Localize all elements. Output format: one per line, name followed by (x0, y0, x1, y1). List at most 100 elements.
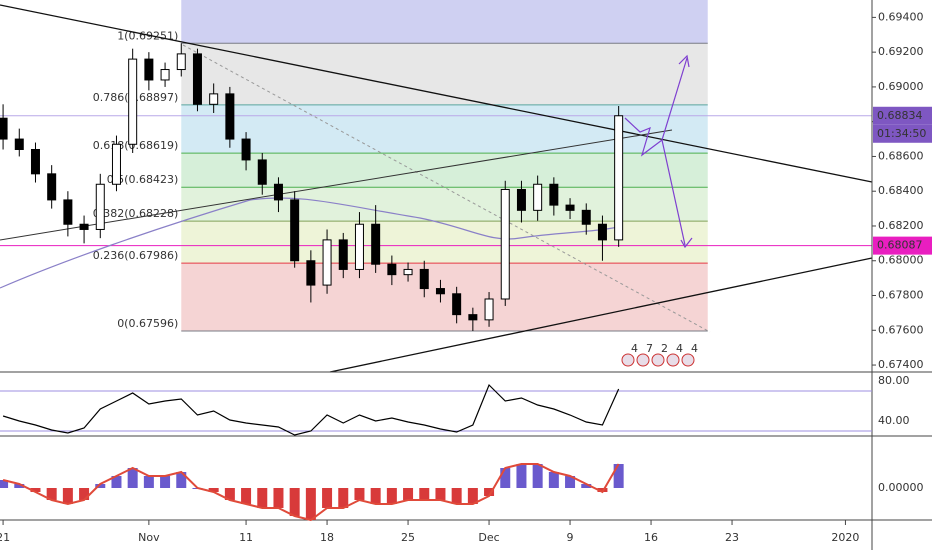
x-tick-label: Dec (478, 531, 499, 544)
osc-bar (338, 488, 349, 508)
y-tick-label: 0.67400 (878, 358, 924, 371)
fib-diagonal (182, 44, 711, 333)
osc-bar (322, 488, 333, 508)
x-tick-label: 21 (0, 531, 10, 544)
candle-body (111, 143, 121, 185)
rsi-tick-label: 40.00 (878, 414, 910, 427)
osc-bar (500, 468, 511, 488)
candle-body (403, 268, 413, 276)
candle-body (63, 199, 73, 225)
osc-bar (403, 488, 414, 500)
y-tick-label: 0.67600 (878, 323, 924, 336)
osc-line (2, 463, 620, 522)
osc-bar (14, 484, 25, 488)
osc-bar (127, 468, 138, 488)
fib-band (181, 187, 708, 222)
event-icon (621, 353, 635, 367)
osc-bar (532, 464, 543, 488)
osc-bar (46, 488, 57, 500)
candle-body (387, 263, 397, 276)
candle-body (144, 58, 154, 81)
candle-body (354, 223, 364, 270)
event-count: 4 (676, 342, 683, 355)
osc-bar (467, 488, 478, 504)
fib-band (181, 221, 708, 264)
candle-body (290, 199, 300, 262)
candle-body (597, 223, 607, 241)
candle-body (371, 223, 381, 265)
last-price-label: 0.68834 (877, 109, 923, 122)
candle-body (614, 115, 624, 241)
osc-bar (435, 488, 446, 500)
candle-body (0, 117, 8, 140)
y-tick-label: 0.68600 (878, 149, 924, 162)
y-tick-label: 0.67800 (878, 289, 924, 302)
event-count: 4 (631, 342, 638, 355)
x-tick-label: 9 (567, 531, 574, 544)
candle-body (30, 148, 40, 175)
candle-body (241, 138, 251, 161)
osc-bar (451, 488, 462, 504)
y-tick-label: 0.68400 (878, 184, 924, 197)
x-tick-label: 2020 (831, 531, 859, 544)
event-count: 2 (661, 342, 668, 355)
y-tick-label: 0.69400 (878, 10, 924, 23)
osc-bar (111, 476, 122, 488)
osc-bar (597, 488, 608, 492)
rsi-tick-label: 80.00 (878, 374, 910, 387)
fib-band (181, 263, 708, 331)
osc-bar (484, 488, 495, 496)
trendline (329, 257, 873, 373)
candle-body (338, 239, 348, 270)
candle-body (468, 314, 478, 321)
osc-bar (0, 480, 9, 488)
event-icon (636, 353, 650, 367)
osc-bar (386, 488, 397, 504)
trendline (0, 129, 673, 241)
osc-bar (241, 488, 252, 504)
x-tick-label: 18 (320, 531, 334, 544)
projection-arrows (624, 54, 693, 249)
fib-band (181, 104, 708, 154)
osc-bar (289, 488, 300, 516)
event-icon (651, 353, 665, 367)
candle-body (273, 183, 283, 201)
osc-bar (548, 472, 559, 488)
candle-body (500, 188, 510, 300)
countdown: 01:34:50 (877, 127, 926, 140)
alert-label: 0.68087 (877, 239, 923, 252)
event-icon (681, 353, 695, 367)
candle-body (306, 260, 316, 286)
osc-bar (224, 488, 235, 500)
candle-body (79, 223, 89, 230)
last-price-box (873, 106, 932, 125)
osc-bar (613, 464, 624, 488)
candle-body (192, 53, 202, 105)
alert-box (873, 236, 932, 255)
osc-bar (305, 488, 316, 520)
fib-band (181, 0, 708, 44)
candle-body (160, 69, 170, 81)
candle-body (176, 53, 186, 71)
candle-body (565, 204, 575, 211)
osc-bar (257, 488, 268, 508)
candle-body (47, 173, 57, 201)
candle-body (549, 183, 559, 206)
candle-body (452, 293, 462, 316)
y-tick-label: 0.68200 (878, 219, 924, 232)
candle-body (533, 183, 543, 211)
candle-body (257, 159, 267, 185)
osc-bar (581, 484, 592, 488)
candle-body (14, 138, 24, 150)
x-tick-label: 11 (239, 531, 253, 544)
candle-body (581, 209, 591, 225)
candle-body (322, 239, 332, 286)
y-tick-label: 0.69200 (878, 45, 924, 58)
trendline (0, 4, 873, 183)
candle-body (435, 288, 445, 295)
candle-body (128, 58, 138, 145)
countdown-box (873, 124, 932, 143)
y-tick-label: 0.68000 (878, 254, 924, 267)
event-icon (666, 353, 680, 367)
